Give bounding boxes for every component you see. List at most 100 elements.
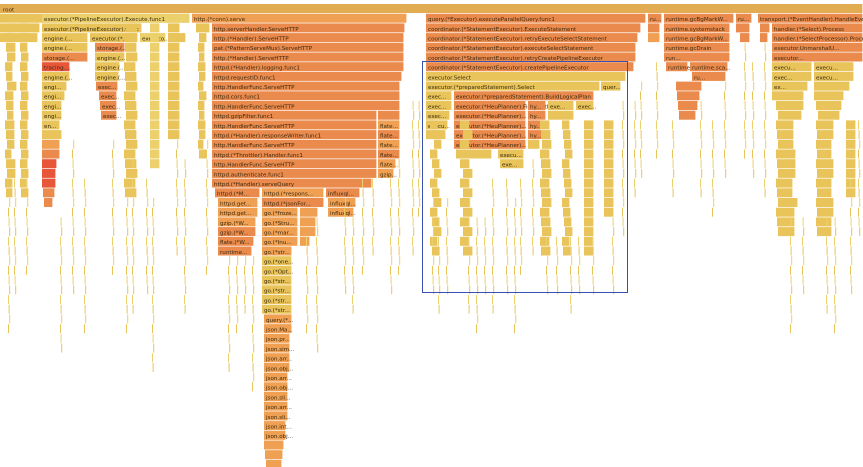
stack-frame[interactable] <box>14 207 15 217</box>
stack-frame-bar[interactable] <box>316 217 318 227</box>
stack-frame-bar[interactable] <box>562 120 570 130</box>
stack-frame-bar[interactable] <box>570 304 572 314</box>
stack-frame-bar[interactable] <box>168 71 180 81</box>
stack-frame-bar[interactable] <box>846 149 856 159</box>
stack-frame[interactable] <box>570 246 572 256</box>
stack-frame-bar[interactable] <box>454 130 526 140</box>
stack-frame-bar[interactable] <box>753 110 755 120</box>
stack-frame-bar[interactable] <box>113 227 115 237</box>
stack-frame[interactable] <box>228 362 230 372</box>
stack-frame[interactable] <box>168 71 180 81</box>
stack-frame[interactable] <box>700 120 701 130</box>
stack-frame-bar[interactable] <box>765 110 767 120</box>
stack-frame[interactable] <box>176 159 178 169</box>
stack-frame-bar[interactable] <box>485 227 487 237</box>
stack-frame-bar[interactable] <box>520 188 522 198</box>
stack-frame-bar[interactable] <box>184 275 186 285</box>
stack-frame[interactable] <box>434 227 442 237</box>
stack-frame[interactable] <box>858 130 860 140</box>
stack-frame[interactable] <box>724 159 726 169</box>
stack-frame-bar[interactable] <box>492 265 493 275</box>
stack-frame-bar[interactable] <box>454 101 526 110</box>
stack-frame[interactable] <box>398 236 399 246</box>
stack-frame[interactable] <box>150 101 160 110</box>
stack-frame-bar[interactable] <box>264 343 290 353</box>
stack-frame-bar[interactable] <box>184 295 185 304</box>
stack-frame-bar[interactable] <box>514 217 516 227</box>
stack-frame-bar[interactable] <box>5 33 12 43</box>
stack-frame-bar[interactable] <box>316 304 318 314</box>
stack-frame[interactable] <box>253 285 255 295</box>
stack-frame[interactable] <box>113 227 115 237</box>
stack-frame-bar[interactable] <box>352 246 354 256</box>
stack-frame-bar[interactable] <box>212 110 377 120</box>
stack-frame[interactable] <box>61 343 63 353</box>
stack-frame-bar[interactable] <box>60 217 62 227</box>
stack-frame-bar[interactable] <box>228 295 229 304</box>
stack-frame-bar[interactable] <box>834 265 835 275</box>
stack-frame-bar[interactable] <box>198 101 205 110</box>
stack-frame[interactable] <box>126 295 127 304</box>
stack-frame-bar[interactable] <box>557 285 559 295</box>
stack-frame[interactable] <box>438 275 440 285</box>
stack-frame[interactable]: http.HandlerFunc.ServeHTTP <box>212 139 377 149</box>
stack-frame-bar[interactable] <box>438 217 440 227</box>
stack-frame-bar[interactable] <box>236 275 238 285</box>
stack-frame-bar[interactable] <box>456 149 492 159</box>
stack-frame-bar[interactable] <box>262 285 292 295</box>
stack-frame[interactable] <box>656 71 658 81</box>
stack-frame[interactable] <box>772 91 804 101</box>
stack-frame[interactable] <box>199 71 206 81</box>
stack-frame[interactable] <box>803 285 805 295</box>
stack-frame-bar[interactable] <box>176 188 178 198</box>
stack-frame[interactable] <box>8 324 9 334</box>
stack-frame-bar[interactable] <box>622 130 624 140</box>
stack-frame[interactable]: exec... <box>426 91 452 101</box>
stack-frame[interactable] <box>352 304 354 314</box>
stack-frame[interactable] <box>198 139 204 149</box>
stack-frame[interactable] <box>112 217 114 227</box>
stack-frame[interactable] <box>790 246 792 256</box>
stack-frame[interactable] <box>264 440 284 450</box>
stack-frame[interactable] <box>133 227 135 237</box>
stack-frame-bar[interactable] <box>84 236 85 246</box>
stack-frame[interactable] <box>790 304 792 314</box>
stack-frame-bar[interactable] <box>563 130 571 140</box>
stack-frame[interactable] <box>827 256 829 266</box>
stack-frame-bar[interactable] <box>6 101 14 110</box>
stack-frame[interactable] <box>446 217 448 227</box>
stack-frame[interactable] <box>73 256 75 266</box>
stack-frame-bar[interactable] <box>125 101 137 110</box>
stack-frame-bar[interactable] <box>584 236 594 246</box>
stack-frame[interactable] <box>447 227 449 237</box>
stack-frame-bar[interactable] <box>199 33 207 43</box>
stack-frame[interactable] <box>521 256 523 266</box>
stack-frame-bar[interactable] <box>42 52 88 62</box>
stack-frame[interactable] <box>514 217 516 227</box>
stack-frame-bar[interactable] <box>153 343 155 353</box>
stack-frame-bar[interactable] <box>8 207 9 217</box>
stack-frame[interactable] <box>316 246 318 256</box>
stack-frame-bar[interactable] <box>673 139 675 149</box>
stack-frame-bar[interactable] <box>262 227 298 237</box>
stack-frame-bar[interactable] <box>858 130 860 140</box>
stack-frame-bar[interactable] <box>264 333 290 343</box>
stack-frame-bar[interactable] <box>306 275 308 285</box>
stack-frame-bar[interactable] <box>212 178 372 188</box>
stack-frame[interactable] <box>816 101 842 110</box>
stack-frame[interactable] <box>520 188 522 198</box>
stack-frame-bar[interactable] <box>764 130 766 140</box>
stack-frame[interactable]: engi... <box>42 110 62 120</box>
stack-frame-bar[interactable] <box>72 178 73 188</box>
stack-frame-bar[interactable] <box>353 285 355 295</box>
stack-frame[interactable] <box>15 198 17 207</box>
stack-frame-bar[interactable] <box>264 401 288 411</box>
stack-frame-bar[interactable] <box>146 188 148 198</box>
stack-frame[interactable] <box>206 246 208 256</box>
stack-frame-bar[interactable] <box>463 149 473 159</box>
stack-frame-bar[interactable] <box>790 236 791 246</box>
stack-frame-bar[interactable] <box>469 198 471 207</box>
stack-frame[interactable] <box>399 168 401 178</box>
stack-frame-bar[interactable] <box>701 139 703 149</box>
stack-frame[interactable] <box>657 110 659 120</box>
